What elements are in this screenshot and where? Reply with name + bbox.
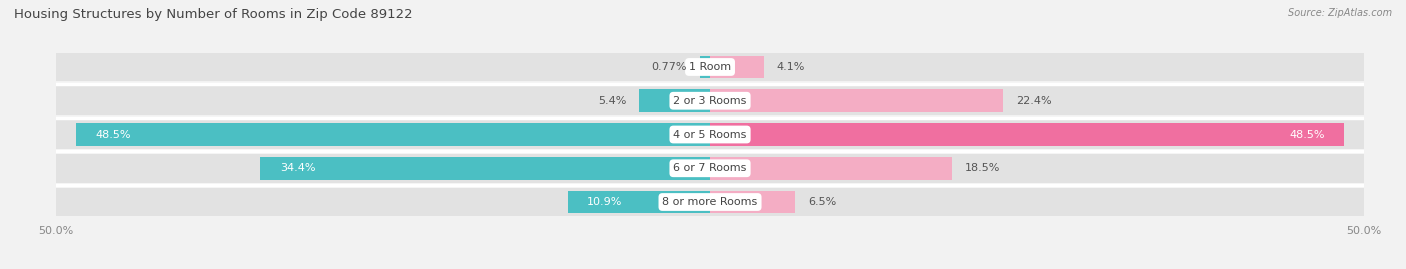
Bar (640, 89, 710, 112)
Text: 22.4%: 22.4% (1017, 96, 1052, 106)
Text: 8 or more Rooms: 8 or more Rooms (662, 197, 758, 207)
Text: 1 Room: 1 Room (689, 62, 731, 72)
Text: 34.4%: 34.4% (280, 163, 315, 173)
Bar (56, 188, 1364, 216)
Text: 4.1%: 4.1% (776, 62, 806, 72)
Bar (700, 55, 710, 79)
Bar (56, 53, 1364, 81)
Bar (710, 157, 952, 180)
Text: 6 or 7 Rooms: 6 or 7 Rooms (673, 163, 747, 173)
Text: 0.77%: 0.77% (651, 62, 688, 72)
Bar (710, 89, 1002, 112)
Bar (568, 190, 710, 214)
Text: Housing Structures by Number of Rooms in Zip Code 89122: Housing Structures by Number of Rooms in… (14, 8, 413, 21)
Text: 10.9%: 10.9% (588, 197, 623, 207)
Bar (260, 157, 710, 180)
Bar (710, 55, 763, 79)
Bar (710, 190, 794, 214)
Text: 6.5%: 6.5% (808, 197, 837, 207)
Text: 5.4%: 5.4% (598, 96, 626, 106)
Bar (56, 120, 1364, 149)
Text: 48.5%: 48.5% (96, 129, 131, 140)
Text: 2 or 3 Rooms: 2 or 3 Rooms (673, 96, 747, 106)
Bar (56, 86, 1364, 115)
Bar (76, 123, 710, 146)
Bar (710, 123, 1344, 146)
Text: Source: ZipAtlas.com: Source: ZipAtlas.com (1288, 8, 1392, 18)
Text: 48.5%: 48.5% (1289, 129, 1324, 140)
Text: 4 or 5 Rooms: 4 or 5 Rooms (673, 129, 747, 140)
Text: 18.5%: 18.5% (965, 163, 1001, 173)
Bar (56, 154, 1364, 183)
